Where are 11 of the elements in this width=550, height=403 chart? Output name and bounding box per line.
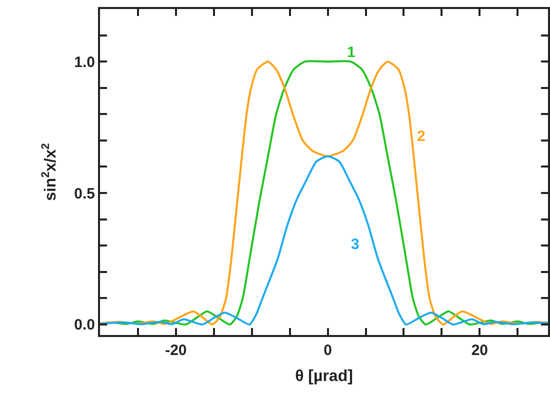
x-tick-label: 20 bbox=[471, 342, 488, 359]
y-tick-label: 0.5 bbox=[74, 185, 95, 202]
series-label: 3 bbox=[351, 236, 360, 253]
x-tick-label: -20 bbox=[165, 342, 187, 359]
x-axis-title: θ [µrad] bbox=[295, 368, 353, 386]
series-label: 1 bbox=[347, 44, 356, 61]
y-tick-label: 0.0 bbox=[74, 316, 95, 334]
y-tick-label: 1.0 bbox=[74, 54, 95, 71]
series-label: 2 bbox=[417, 128, 426, 145]
x-tick-label: 0 bbox=[324, 342, 332, 359]
line-series bbox=[100, 155, 548, 326]
